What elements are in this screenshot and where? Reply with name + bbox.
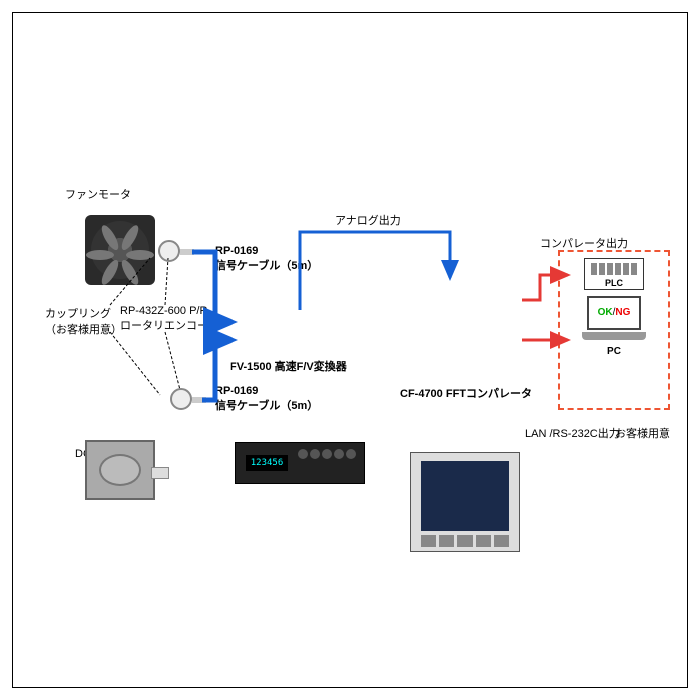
laptop-screen: OK/NG <box>587 296 641 330</box>
label-cable2: RP-0169 信号ケーブル（5m） <box>215 385 318 413</box>
label-fv: FV-1500 高速F/V変換器 <box>230 358 347 374</box>
ng-text: NG <box>615 307 630 318</box>
label-cable1: RP-0169 信号ケーブル（5m） <box>215 245 318 273</box>
pc-label: PC <box>560 346 668 357</box>
label-lan-out: LAN /RS-232C出力 <box>525 425 620 441</box>
ok-text: OK <box>598 307 613 318</box>
label-comp-out: コンパレータ出力 <box>540 235 628 251</box>
label-encoder: RP-432Z-600 P/R ロータリエンコーダ <box>120 305 219 333</box>
label-cf: CF-4700 FFTコンパレータ <box>400 385 532 401</box>
fan-motor <box>85 215 155 285</box>
plc-device: PLC <box>584 258 644 290</box>
fv-display: 123456 <box>246 455 288 471</box>
cf-4700 <box>410 452 520 552</box>
customer-box: PLC OK/NG PC <box>558 250 670 410</box>
plc-label: PLC <box>585 278 643 288</box>
cf-screen <box>421 461 509 531</box>
encoder-bottom <box>170 388 192 410</box>
label-coupling: カップリング （お客様用意） <box>45 305 122 337</box>
pc-device: OK/NG <box>582 296 646 342</box>
label-fan-motor: ファンモータ <box>65 186 131 202</box>
fv-1500: 123456 <box>235 442 365 484</box>
label-analog-out: アナログ出力 <box>335 212 401 228</box>
label-customer: お客様用意 <box>615 425 670 441</box>
dc-motor <box>85 440 155 500</box>
encoder-top <box>158 240 180 262</box>
